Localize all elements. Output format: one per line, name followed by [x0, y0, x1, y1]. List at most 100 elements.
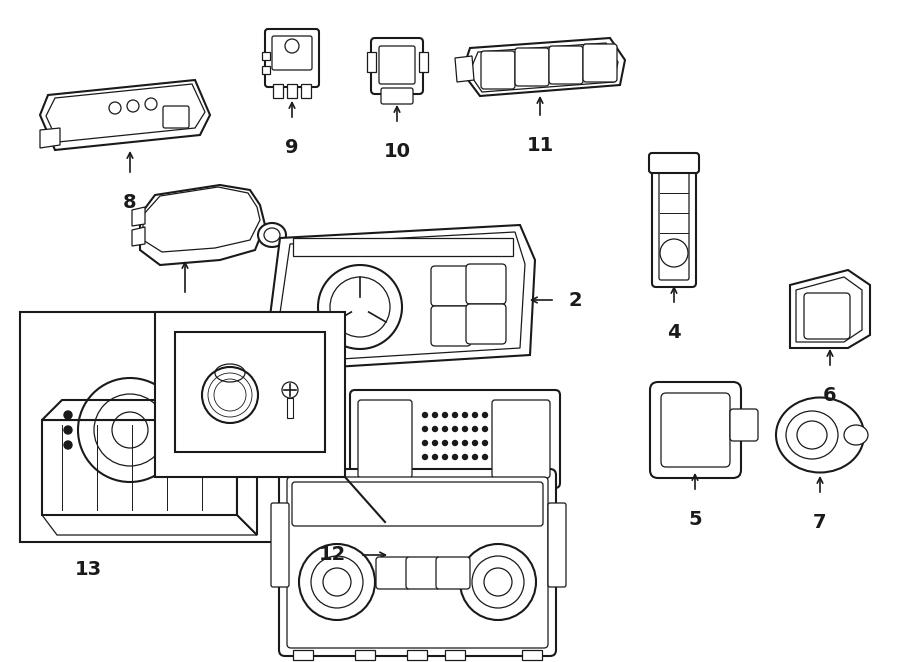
- FancyBboxPatch shape: [548, 503, 566, 587]
- Circle shape: [482, 426, 488, 432]
- FancyBboxPatch shape: [163, 106, 189, 128]
- FancyBboxPatch shape: [436, 557, 470, 589]
- Polygon shape: [20, 312, 280, 542]
- Circle shape: [64, 411, 72, 419]
- Bar: [262, 52, 270, 60]
- Polygon shape: [140, 185, 265, 265]
- Bar: [287, 84, 297, 98]
- Ellipse shape: [264, 228, 280, 242]
- Polygon shape: [40, 128, 60, 148]
- Polygon shape: [287, 398, 293, 418]
- Text: 3: 3: [448, 531, 462, 550]
- Circle shape: [433, 455, 437, 459]
- FancyBboxPatch shape: [583, 44, 617, 82]
- FancyBboxPatch shape: [804, 293, 850, 339]
- Ellipse shape: [776, 397, 864, 473]
- Polygon shape: [237, 400, 257, 535]
- Circle shape: [433, 440, 437, 446]
- Circle shape: [472, 440, 478, 446]
- FancyBboxPatch shape: [652, 164, 696, 287]
- Circle shape: [482, 455, 488, 459]
- FancyBboxPatch shape: [350, 390, 560, 488]
- Circle shape: [443, 440, 447, 446]
- Polygon shape: [42, 515, 257, 535]
- FancyBboxPatch shape: [730, 409, 758, 441]
- FancyBboxPatch shape: [271, 503, 289, 587]
- FancyBboxPatch shape: [292, 482, 543, 526]
- Polygon shape: [462, 38, 625, 96]
- Circle shape: [472, 426, 478, 432]
- Circle shape: [422, 455, 427, 459]
- Circle shape: [443, 412, 447, 418]
- Text: 11: 11: [526, 136, 554, 155]
- Circle shape: [463, 412, 467, 418]
- Bar: [407, 650, 427, 660]
- FancyBboxPatch shape: [293, 238, 513, 256]
- Text: 10: 10: [383, 142, 410, 161]
- Circle shape: [433, 412, 437, 418]
- Circle shape: [453, 412, 457, 418]
- Polygon shape: [790, 270, 870, 348]
- Polygon shape: [132, 207, 145, 226]
- Circle shape: [453, 440, 457, 446]
- Text: 6: 6: [824, 386, 837, 405]
- FancyBboxPatch shape: [650, 382, 741, 478]
- Circle shape: [422, 440, 427, 446]
- Polygon shape: [40, 80, 210, 150]
- Ellipse shape: [844, 425, 868, 445]
- Circle shape: [422, 412, 427, 418]
- FancyBboxPatch shape: [287, 477, 548, 648]
- Polygon shape: [132, 227, 145, 246]
- Circle shape: [472, 412, 478, 418]
- FancyBboxPatch shape: [272, 36, 312, 70]
- FancyBboxPatch shape: [649, 153, 699, 173]
- Text: 7: 7: [814, 513, 827, 532]
- FancyBboxPatch shape: [515, 48, 549, 86]
- Circle shape: [433, 426, 437, 432]
- Bar: [273, 84, 283, 98]
- Circle shape: [472, 455, 478, 459]
- Circle shape: [64, 426, 72, 434]
- FancyBboxPatch shape: [406, 557, 440, 589]
- Circle shape: [463, 455, 467, 459]
- Bar: [155, 312, 345, 477]
- Text: 4: 4: [667, 323, 680, 342]
- Text: 5: 5: [688, 510, 702, 529]
- Ellipse shape: [797, 421, 827, 449]
- Text: 8: 8: [123, 193, 137, 212]
- Polygon shape: [268, 225, 535, 370]
- FancyBboxPatch shape: [481, 51, 515, 89]
- Polygon shape: [455, 56, 474, 82]
- FancyBboxPatch shape: [431, 266, 471, 306]
- Polygon shape: [42, 420, 237, 515]
- Text: 13: 13: [75, 560, 102, 579]
- FancyBboxPatch shape: [371, 38, 423, 94]
- Bar: [415, 483, 445, 493]
- Bar: [522, 650, 542, 660]
- Circle shape: [64, 441, 72, 449]
- FancyBboxPatch shape: [661, 393, 730, 467]
- Circle shape: [443, 426, 447, 432]
- Circle shape: [443, 455, 447, 459]
- FancyBboxPatch shape: [431, 306, 471, 346]
- FancyBboxPatch shape: [492, 400, 550, 478]
- Circle shape: [482, 440, 488, 446]
- Polygon shape: [42, 400, 257, 420]
- Text: 1: 1: [178, 313, 192, 332]
- Circle shape: [453, 455, 457, 459]
- Ellipse shape: [786, 411, 838, 459]
- Bar: [301, 84, 311, 98]
- Bar: [262, 66, 270, 74]
- FancyBboxPatch shape: [265, 29, 319, 87]
- Text: 9: 9: [285, 138, 299, 157]
- Circle shape: [422, 426, 427, 432]
- Circle shape: [463, 426, 467, 432]
- FancyBboxPatch shape: [376, 557, 410, 589]
- FancyBboxPatch shape: [466, 264, 506, 304]
- Bar: [445, 650, 465, 660]
- FancyBboxPatch shape: [379, 46, 415, 84]
- Bar: [293, 650, 313, 660]
- Bar: [419, 52, 428, 72]
- FancyBboxPatch shape: [381, 88, 413, 104]
- FancyBboxPatch shape: [549, 46, 583, 84]
